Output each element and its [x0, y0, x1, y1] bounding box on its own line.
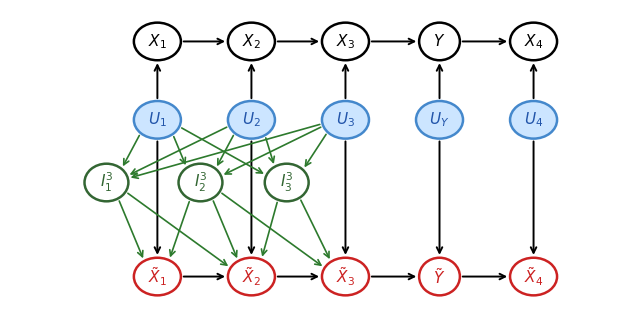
Ellipse shape — [265, 164, 308, 201]
Ellipse shape — [322, 23, 369, 60]
Ellipse shape — [510, 101, 557, 139]
Text: $X_4$: $X_4$ — [524, 32, 543, 51]
Ellipse shape — [510, 23, 557, 60]
Ellipse shape — [510, 258, 557, 295]
Ellipse shape — [228, 258, 275, 295]
Ellipse shape — [228, 101, 275, 139]
Text: $U_2$: $U_2$ — [242, 110, 261, 129]
Ellipse shape — [419, 23, 460, 60]
Text: $\tilde{Y}$: $\tilde{Y}$ — [433, 266, 445, 287]
Text: $U_Y$: $U_Y$ — [429, 110, 450, 129]
Text: $\tilde{X}_3$: $\tilde{X}_3$ — [336, 265, 355, 288]
Text: $\tilde{X}_1$: $\tilde{X}_1$ — [148, 265, 167, 288]
Text: $X_2$: $X_2$ — [242, 32, 261, 51]
Text: $\tilde{X}_4$: $\tilde{X}_4$ — [524, 265, 543, 288]
Text: $I_3^3$: $I_3^3$ — [280, 171, 294, 194]
Text: $U_4$: $U_4$ — [524, 110, 543, 129]
Text: $\tilde{X}_2$: $\tilde{X}_2$ — [242, 265, 261, 288]
Text: $U_1$: $U_1$ — [148, 110, 167, 129]
Ellipse shape — [179, 164, 223, 201]
Text: $Y$: $Y$ — [433, 33, 445, 49]
Ellipse shape — [419, 258, 460, 295]
Text: $X_3$: $X_3$ — [336, 32, 355, 51]
Ellipse shape — [322, 101, 369, 139]
Text: $X_1$: $X_1$ — [148, 32, 167, 51]
Text: $I_1^3$: $I_1^3$ — [100, 171, 113, 194]
Ellipse shape — [134, 23, 181, 60]
Ellipse shape — [134, 258, 181, 295]
Ellipse shape — [416, 101, 463, 139]
Ellipse shape — [228, 23, 275, 60]
Text: $I_2^3$: $I_2^3$ — [194, 171, 207, 194]
Ellipse shape — [84, 164, 129, 201]
Ellipse shape — [322, 258, 369, 295]
Text: $U_3$: $U_3$ — [336, 110, 355, 129]
Ellipse shape — [134, 101, 181, 139]
